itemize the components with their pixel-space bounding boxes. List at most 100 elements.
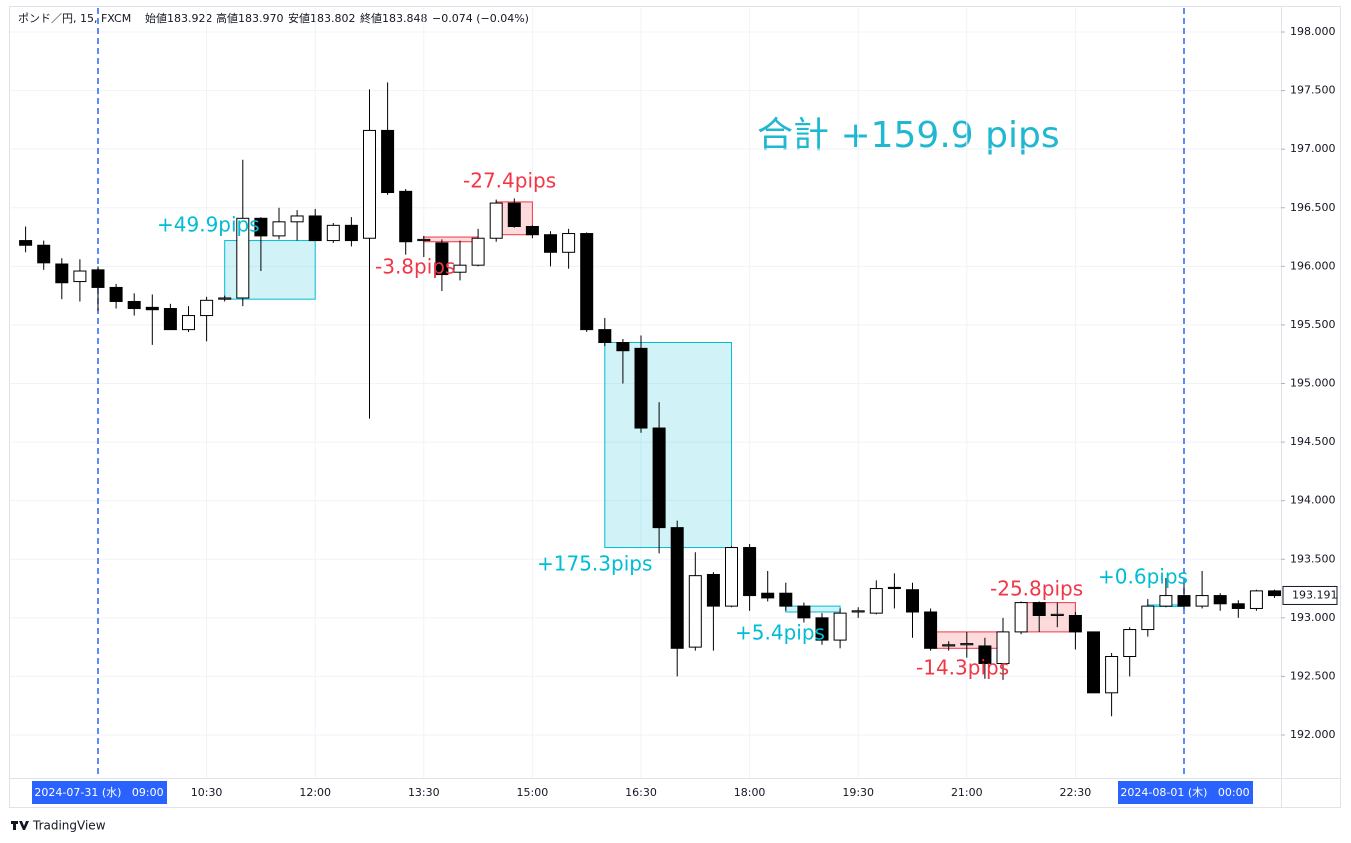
candle-body xyxy=(1141,605,1155,631)
candle-body xyxy=(290,215,304,223)
total-title: 合計 +159.9 pips xyxy=(757,115,1060,156)
candle-body xyxy=(507,202,521,228)
x-tick-label: 19:30 xyxy=(842,786,874,799)
candle-body xyxy=(797,605,811,619)
candle-body xyxy=(399,190,413,243)
labels: 2024-07-31 (水) 09:00 10:30 12:00 13:30 15:00… xyxy=(32,169,1338,804)
candle-body xyxy=(272,221,286,237)
candle-body xyxy=(326,224,340,242)
candle-body xyxy=(544,234,557,253)
candle-body xyxy=(236,217,250,299)
candle-body xyxy=(19,240,33,246)
candle-body xyxy=(743,547,757,597)
candle-body xyxy=(833,612,847,641)
y-tick-label: 198.000 xyxy=(1290,25,1336,38)
trade-box xyxy=(423,236,479,243)
candle-body xyxy=(471,237,485,266)
trade-label: -3.8pips xyxy=(375,255,455,279)
candle-body xyxy=(218,297,232,300)
candle-body xyxy=(887,586,901,590)
candle-body xyxy=(127,300,141,310)
candle-body xyxy=(1177,595,1191,607)
candle-body xyxy=(1213,595,1227,605)
candle-body xyxy=(308,215,322,242)
candle-body xyxy=(779,592,793,607)
candle-body xyxy=(942,644,956,647)
header-item: −0.074 (−0.04%) xyxy=(432,12,529,25)
candle-body xyxy=(37,244,51,264)
y-tick-label: 196.500 xyxy=(1290,201,1336,214)
candle-body xyxy=(489,202,503,239)
header-item: 高値183.970 xyxy=(216,11,284,25)
candle-body xyxy=(688,575,702,648)
candle-body xyxy=(1268,590,1281,597)
trade-box xyxy=(1020,602,1076,633)
candle-body xyxy=(1249,590,1263,609)
candle-body xyxy=(1014,602,1028,633)
trade-box xyxy=(785,605,841,613)
y-tick-label: 197.500 xyxy=(1290,84,1336,97)
candle-body xyxy=(978,645,992,665)
x-tick-label: 16:30 xyxy=(625,786,657,799)
date-label-bg xyxy=(32,781,167,804)
candle-body xyxy=(851,610,865,613)
y-tick-label: 195.000 xyxy=(1290,377,1336,390)
candle-body xyxy=(1068,614,1082,633)
frame xyxy=(9,6,1341,808)
trade-label: -27.4pips xyxy=(463,169,556,193)
candle-body xyxy=(996,631,1010,665)
last-price-label: 193.191 xyxy=(1292,588,1338,601)
header-item: 始値183.922 xyxy=(145,11,213,25)
candle-body xyxy=(145,306,159,311)
candle-body xyxy=(580,233,594,331)
candle-body xyxy=(254,217,268,237)
candle-body xyxy=(1032,602,1046,616)
candle-body xyxy=(706,573,720,607)
candle-body xyxy=(525,226,539,236)
candle-body xyxy=(182,315,195,331)
header-item: 安値183.802 xyxy=(288,11,356,25)
candle-body xyxy=(55,263,69,284)
y-tick-label: 194.000 xyxy=(1290,494,1336,507)
x-tick-label: 18:00 xyxy=(734,786,766,799)
candle-body xyxy=(725,547,738,607)
last-price-box xyxy=(1282,585,1338,605)
candle-body xyxy=(363,129,376,239)
candle-body xyxy=(652,427,666,529)
trade-label: -14.3pips xyxy=(916,656,1009,680)
candle-body xyxy=(417,238,431,242)
y-tick-label: 197.000 xyxy=(1290,142,1336,155)
trade-label: -25.8pips xyxy=(990,577,1083,601)
trade-box xyxy=(604,342,732,549)
x-tick-label: 2024-08-01 (木) 00:00 xyxy=(1120,786,1249,799)
trade-label: +5.4pips xyxy=(735,621,825,645)
y-tick-label: 193.000 xyxy=(1290,611,1336,624)
candle-body xyxy=(1087,631,1100,694)
trade-label: +49.9pips xyxy=(157,213,260,237)
candle-body xyxy=(924,611,938,649)
y-tick-label: 192.500 xyxy=(1290,669,1336,682)
candle-body xyxy=(1105,656,1119,694)
candle-body xyxy=(1231,603,1245,609)
candle-body xyxy=(616,342,630,352)
candle-body xyxy=(869,588,883,614)
y-tick-label: 194.500 xyxy=(1290,435,1336,448)
x-tick-label: 2024-07-31 (水) 09:00 xyxy=(34,786,163,799)
logo xyxy=(11,821,29,830)
candle-body xyxy=(562,233,576,253)
candle-body xyxy=(453,264,467,273)
candle-body xyxy=(598,329,612,344)
x-tick-label: 13:30 xyxy=(408,786,440,799)
header-item: ポンド／円, 15, FXCM xyxy=(18,12,131,25)
candle-body xyxy=(435,242,449,276)
x-tick-label: 22:30 xyxy=(1060,786,1092,799)
candle-body xyxy=(634,347,648,429)
candle-body xyxy=(1050,613,1064,616)
candle-body xyxy=(73,270,87,283)
candle-body xyxy=(91,269,105,288)
y-tick-label: 196.000 xyxy=(1290,259,1336,272)
x-tick-label: 10:30 xyxy=(191,786,223,799)
candle-body xyxy=(344,224,358,242)
trade-label: +0.6pips xyxy=(1098,565,1188,589)
